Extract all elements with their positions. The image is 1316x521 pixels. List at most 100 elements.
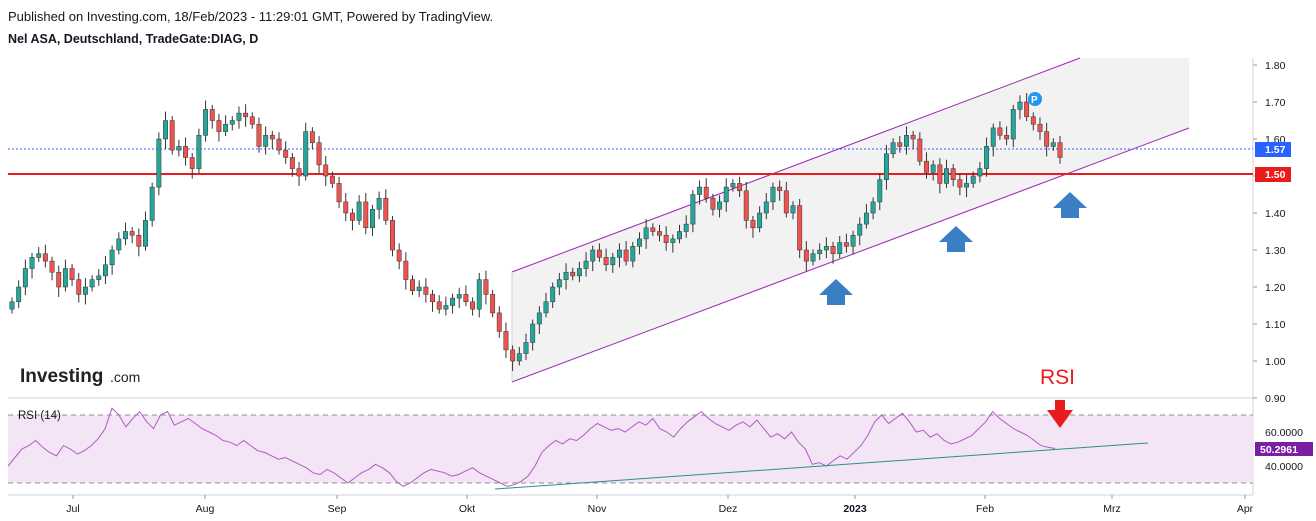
candle[interactable]	[256, 123, 262, 147]
candle[interactable]	[817, 249, 823, 254]
candle[interactable]	[576, 268, 582, 277]
candle[interactable]	[910, 135, 916, 140]
candle[interactable]	[703, 186, 709, 199]
candle[interactable]	[1050, 142, 1056, 147]
candle[interactable]	[783, 190, 789, 214]
channel-lower-line[interactable]	[511, 127, 1190, 383]
candle[interactable]	[456, 294, 462, 299]
channel-upper-line[interactable]	[511, 57, 1081, 273]
candle[interactable]	[416, 286, 422, 291]
candle[interactable]	[843, 242, 849, 247]
candle[interactable]	[1037, 123, 1043, 132]
candle[interactable]	[643, 227, 649, 240]
candle[interactable]	[777, 186, 783, 192]
candle[interactable]	[950, 168, 956, 180]
candle[interactable]	[663, 234, 669, 243]
candle[interactable]	[163, 120, 168, 140]
candle[interactable]	[403, 260, 409, 280]
candle[interactable]	[243, 112, 249, 118]
candle[interactable]	[16, 286, 22, 303]
candle[interactable]	[156, 138, 162, 188]
candle[interactable]	[229, 120, 235, 125]
candle[interactable]	[1024, 101, 1030, 118]
candle[interactable]	[930, 164, 936, 173]
candle[interactable]	[637, 238, 642, 247]
candle[interactable]	[877, 179, 883, 203]
candle[interactable]	[370, 209, 375, 229]
candle[interactable]	[209, 109, 215, 121]
rsi-trendline[interactable]	[494, 442, 1149, 490]
candle[interactable]	[737, 183, 743, 192]
p-marker[interactable]	[1028, 92, 1042, 106]
candle[interactable]	[510, 349, 516, 362]
candle[interactable]	[730, 183, 736, 188]
candle[interactable]	[436, 301, 442, 310]
candle[interactable]	[823, 246, 829, 251]
candle[interactable]	[570, 271, 576, 277]
candle[interactable]	[183, 146, 189, 158]
candle[interactable]	[650, 227, 656, 232]
candle[interactable]	[29, 257, 35, 269]
candle[interactable]	[763, 201, 769, 214]
candle[interactable]	[123, 231, 128, 240]
candle[interactable]	[82, 286, 88, 295]
candle[interactable]	[296, 168, 302, 177]
candle[interactable]	[850, 234, 856, 247]
candle[interactable]	[36, 253, 42, 258]
candle[interactable]	[883, 153, 889, 180]
candle[interactable]	[790, 205, 796, 214]
candle[interactable]	[249, 116, 255, 125]
candle[interactable]	[116, 238, 122, 251]
candle[interactable]	[336, 183, 342, 203]
candle[interactable]	[49, 260, 55, 273]
candle[interactable]	[496, 312, 502, 332]
candle[interactable]	[1057, 142, 1063, 158]
candle[interactable]	[89, 279, 95, 288]
candle[interactable]	[483, 279, 489, 295]
candle[interactable]	[516, 353, 522, 362]
candle[interactable]	[897, 142, 903, 147]
candle[interactable]	[837, 242, 843, 254]
candle[interactable]	[670, 238, 676, 243]
candle[interactable]	[536, 312, 542, 325]
candle[interactable]	[890, 142, 896, 155]
candle[interactable]	[9, 301, 15, 310]
candle[interactable]	[410, 279, 415, 291]
candle[interactable]	[616, 249, 622, 258]
candle[interactable]	[743, 190, 749, 221]
candle[interactable]	[169, 120, 175, 151]
candle[interactable]	[76, 279, 82, 295]
candle[interactable]	[677, 231, 682, 240]
candle[interactable]	[977, 168, 983, 177]
candle[interactable]	[924, 160, 929, 173]
candle[interactable]	[1030, 116, 1036, 125]
candle[interactable]	[603, 257, 609, 266]
candle[interactable]	[316, 142, 322, 166]
candle[interactable]	[997, 127, 1003, 136]
candle[interactable]	[176, 146, 182, 151]
candle[interactable]	[363, 201, 369, 229]
candle[interactable]	[490, 294, 496, 314]
candle[interactable]	[770, 186, 776, 203]
candle[interactable]	[269, 135, 275, 140]
candle[interactable]	[109, 249, 115, 266]
candle[interactable]	[810, 253, 816, 262]
candle[interactable]	[984, 146, 990, 169]
candle[interactable]	[503, 331, 509, 351]
candle[interactable]	[223, 123, 229, 132]
candle[interactable]	[543, 301, 549, 314]
candle[interactable]	[69, 268, 75, 280]
candle[interactable]	[990, 127, 996, 147]
candle[interactable]	[937, 164, 943, 184]
candle[interactable]	[957, 179, 963, 188]
candle[interactable]	[423, 286, 429, 295]
candle[interactable]	[550, 286, 556, 303]
candle[interactable]	[556, 279, 562, 288]
candle[interactable]	[717, 201, 723, 210]
candle[interactable]	[22, 268, 28, 288]
candle[interactable]	[263, 135, 269, 147]
candle[interactable]	[476, 279, 482, 310]
candle[interactable]	[1004, 135, 1010, 140]
candle[interactable]	[376, 197, 382, 210]
